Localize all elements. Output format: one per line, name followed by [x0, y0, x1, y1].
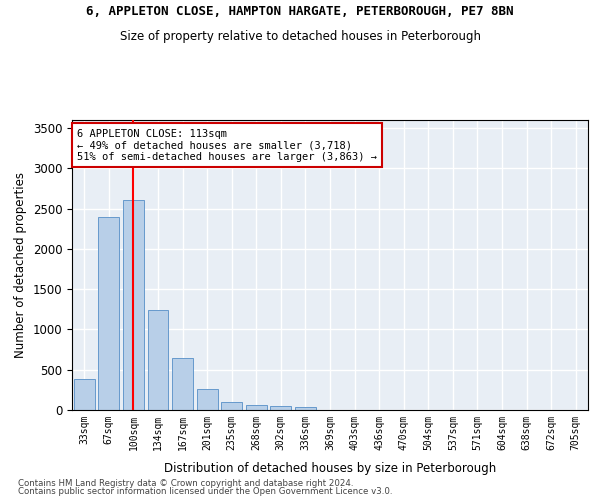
Bar [246, 405, 267, 410]
Text: Size of property relative to detached houses in Peterborough: Size of property relative to detached ho… [119, 30, 481, 43]
Bar [172, 358, 193, 410]
Bar [271, 406, 292, 410]
Text: Contains public sector information licensed under the Open Government Licence v3: Contains public sector information licen… [18, 487, 392, 496]
Text: 6 APPLETON CLOSE: 113sqm
← 49% of detached houses are smaller (3,718)
51% of sem: 6 APPLETON CLOSE: 113sqm ← 49% of detach… [77, 128, 377, 162]
Text: Contains HM Land Registry data © Crown copyright and database right 2024.: Contains HM Land Registry data © Crown c… [18, 478, 353, 488]
Bar [74, 378, 95, 410]
Y-axis label: Number of detached properties: Number of detached properties [14, 172, 27, 358]
Text: Distribution of detached houses by size in Peterborough: Distribution of detached houses by size … [164, 462, 496, 475]
Bar [197, 389, 218, 410]
Bar [148, 310, 169, 410]
Text: 6, APPLETON CLOSE, HAMPTON HARGATE, PETERBOROUGH, PE7 8BN: 6, APPLETON CLOSE, HAMPTON HARGATE, PETE… [86, 5, 514, 18]
Bar [98, 216, 119, 410]
Bar [123, 200, 144, 410]
Bar [295, 407, 316, 410]
Bar [221, 402, 242, 410]
